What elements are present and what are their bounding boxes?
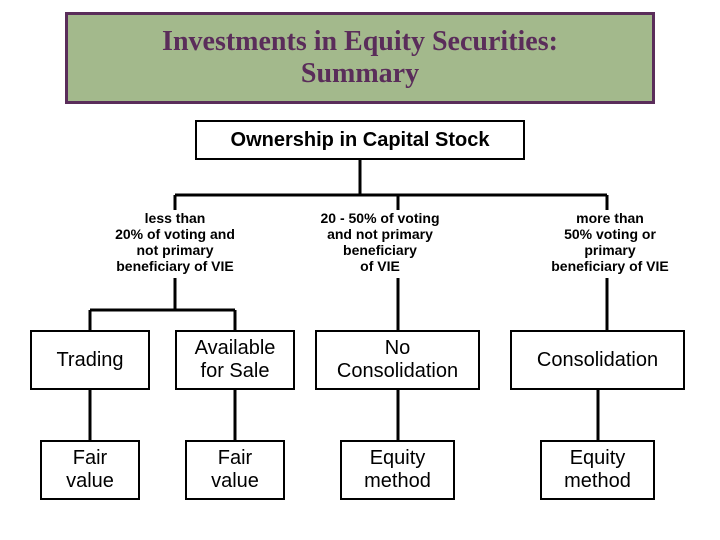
- box-equity-method-1: Equitymethod: [340, 440, 455, 500]
- box-fair-value-2: Fairvalue: [185, 440, 285, 500]
- title-line1: Investments in Equity Securities:: [68, 26, 652, 58]
- criteria-less-than-20: less than20% of voting andnot primaryben…: [95, 210, 255, 274]
- box-consolidation: Consolidation: [510, 330, 685, 390]
- box-trading: Trading: [30, 330, 150, 390]
- criteria-more-than-50: more than50% voting orprimarybeneficiary…: [530, 210, 690, 274]
- root-box: Ownership in Capital Stock: [195, 120, 525, 160]
- criteria-20-to-50: 20 - 50% of votingand not primarybenefic…: [300, 210, 460, 274]
- box-available-for-sale: Availablefor Sale: [175, 330, 295, 390]
- slide-title: Investments in Equity Securities: Summar…: [65, 12, 655, 104]
- root-text: Ownership in Capital Stock: [197, 129, 523, 152]
- box-no-consolidation: NoConsolidation: [315, 330, 480, 390]
- title-line2: Summary: [68, 58, 652, 90]
- box-equity-method-2: Equitymethod: [540, 440, 655, 500]
- box-fair-value-1: Fairvalue: [40, 440, 140, 500]
